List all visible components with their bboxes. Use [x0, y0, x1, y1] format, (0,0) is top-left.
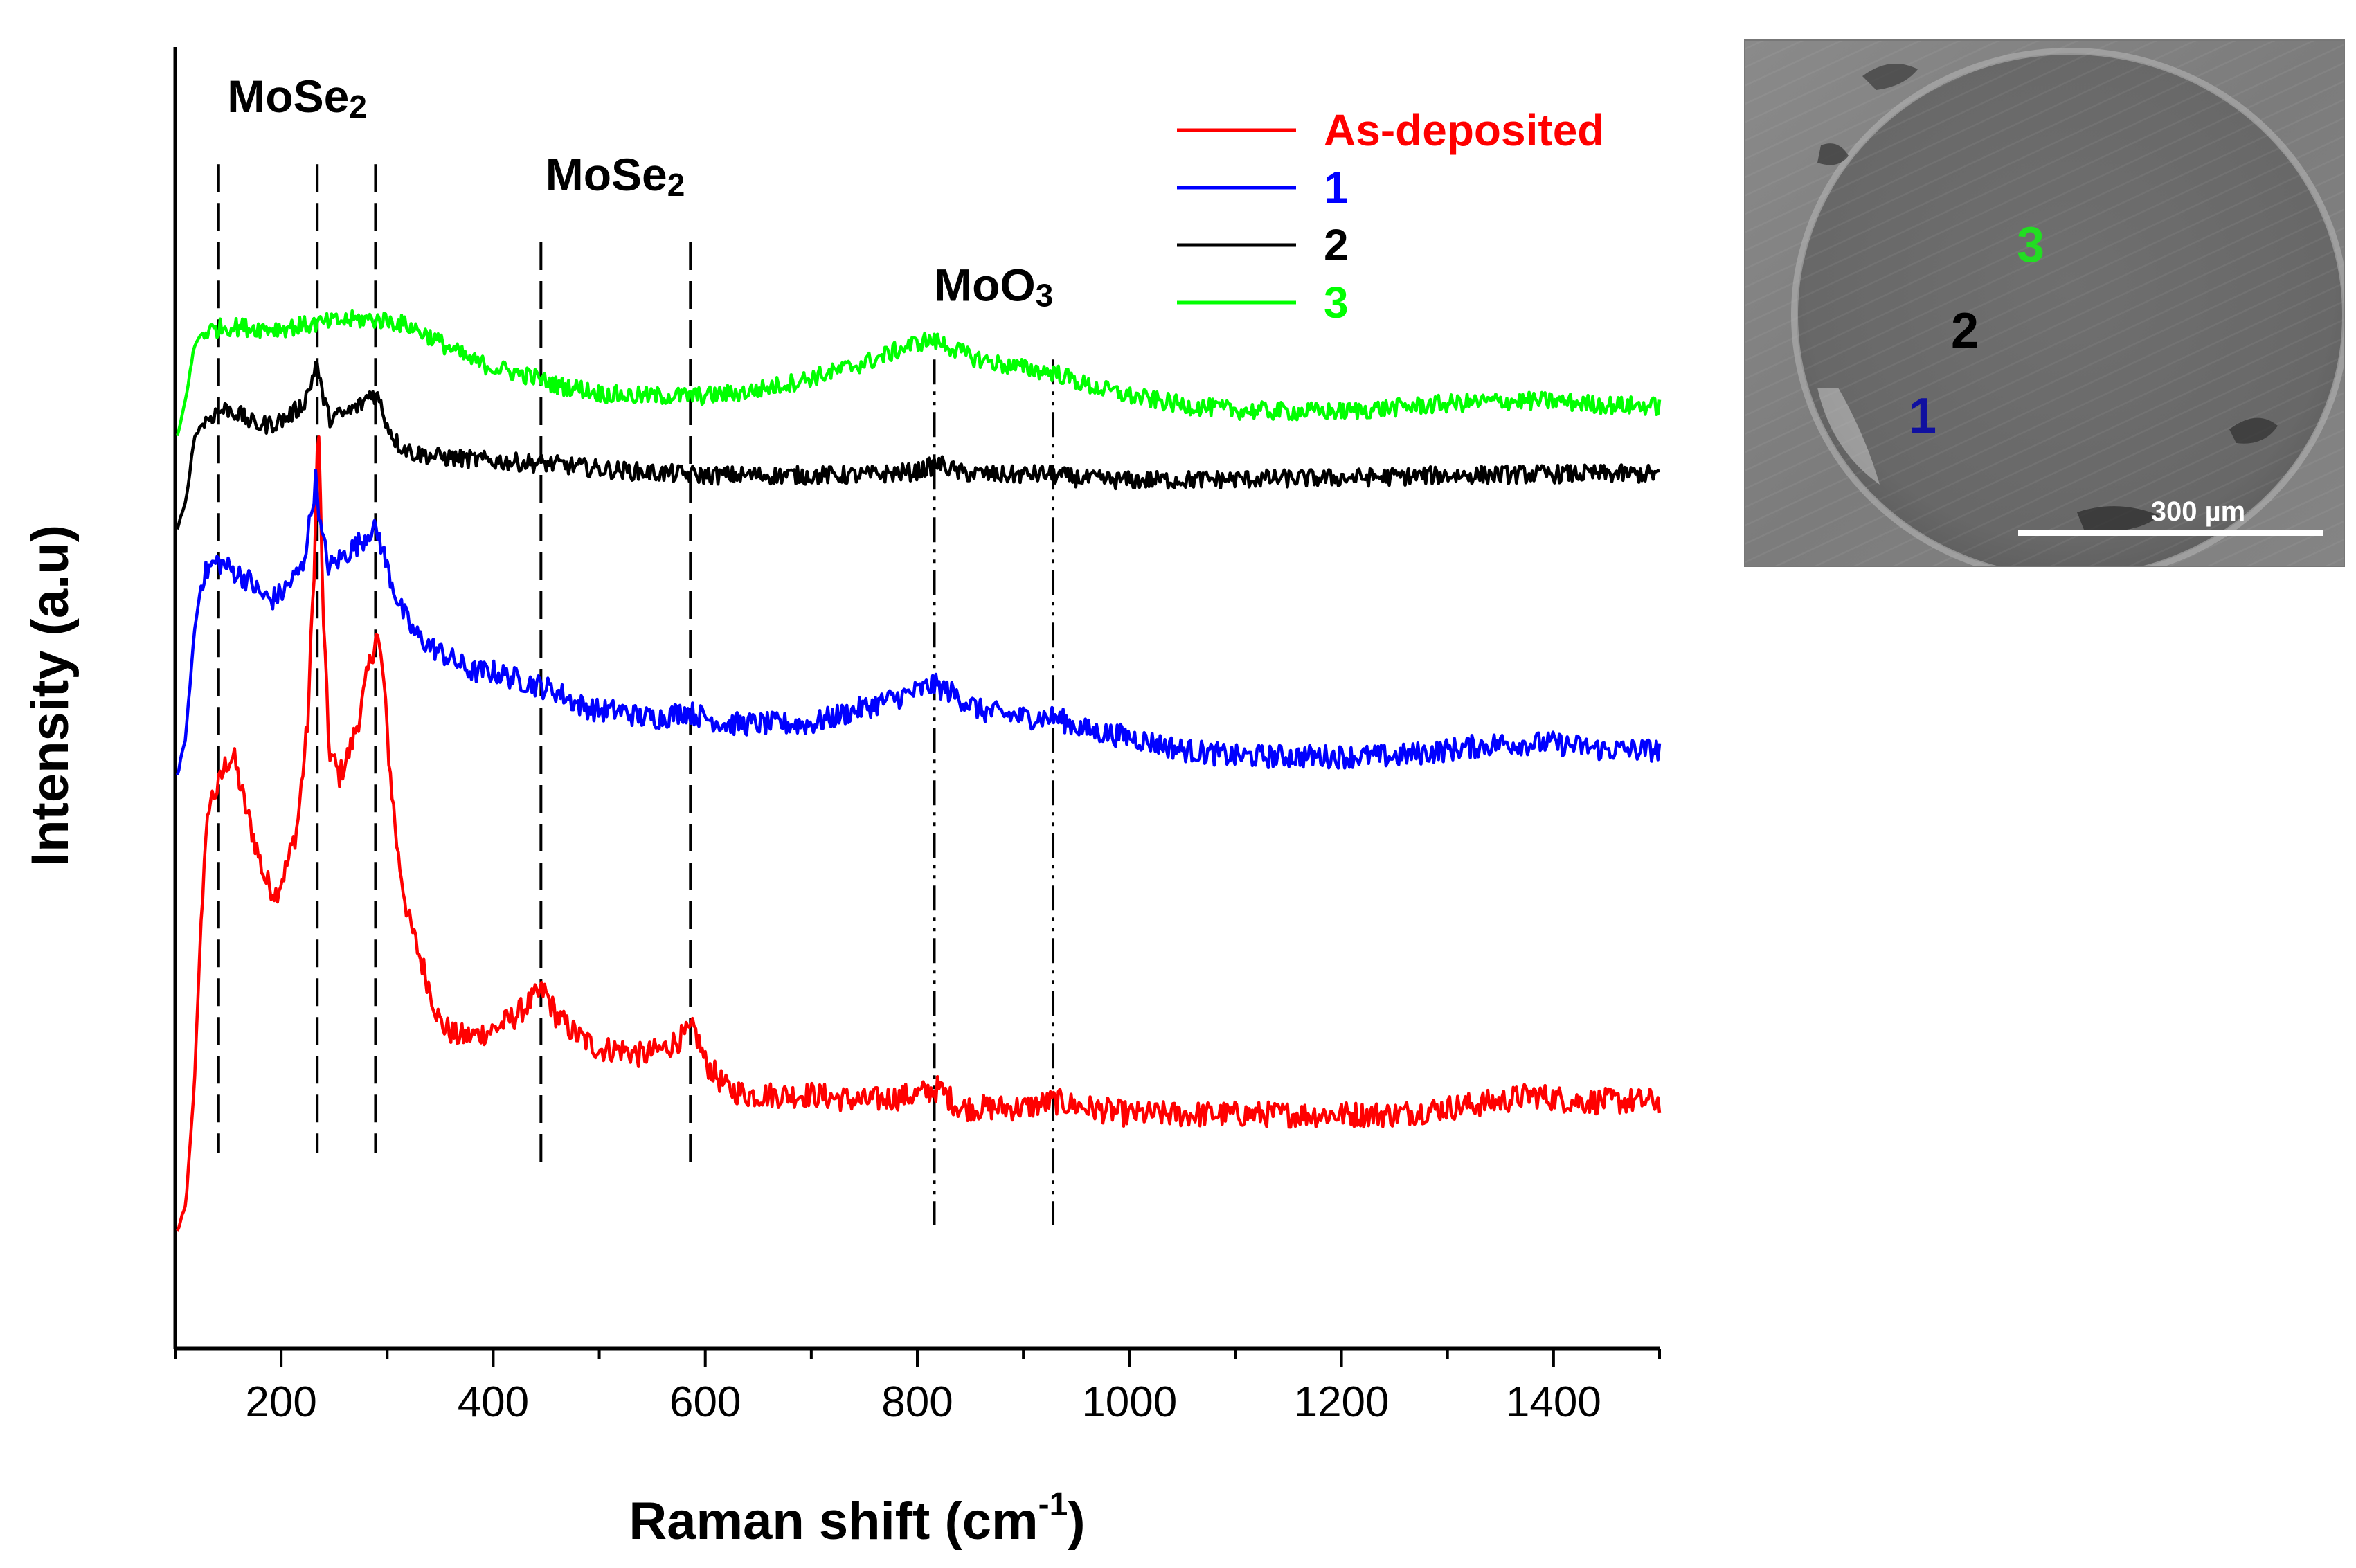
peak-label-base: MoSe [546, 149, 667, 200]
wear-bright-edge [1817, 388, 1880, 485]
debris-bottom [2077, 506, 2160, 532]
series-line-3 [175, 309, 1662, 437]
x-ticks: 200 400 600 800 1000 1200 1400 [174, 1349, 1661, 1426]
peak-label-base: MoO [934, 260, 1036, 311]
series-line-as-deposited [176, 435, 1662, 1232]
peak-label-subscript: 3 [1036, 278, 1054, 314]
x-tick-label: 400 [458, 1378, 529, 1426]
inset-frame [1744, 39, 2345, 567]
x-tick-label: 200 [245, 1378, 316, 1426]
peak-label-1: MoSe2 [227, 71, 367, 125]
legend: As-deposited 1 2 3 [1177, 105, 1604, 327]
debris-left [1817, 143, 1849, 165]
series-group [175, 309, 1662, 1232]
inset-marker-1: 1 [1909, 388, 1936, 444]
inset-micrograph: 1 2 3 300 µm [1744, 39, 2345, 567]
legend-label: 1 [1324, 163, 1349, 213]
debris-right [2229, 417, 2278, 444]
y-axis-title: Intensity (a.u) [21, 525, 80, 867]
debris-top [1862, 64, 1918, 90]
inset-marker-2: 2 [1951, 303, 1979, 359]
x-tick-label: 800 [881, 1378, 953, 1426]
x-axis-title: Raman shift (cm-1) [629, 1486, 1085, 1551]
x-tick-label: 1200 [1294, 1378, 1390, 1426]
legend-label: 3 [1324, 278, 1349, 327]
x-tick-label: 1000 [1081, 1378, 1177, 1426]
scale-bar-label: 300 µm [2151, 496, 2245, 527]
x-axis-title-close: ) [1068, 1492, 1085, 1551]
series-line-2 [175, 361, 1660, 530]
legend-label: 2 [1324, 220, 1349, 270]
wear-scar-rim [1791, 48, 2344, 566]
series-line-1 [175, 469, 1662, 775]
x-tick-label: 1400 [1506, 1378, 1601, 1426]
inset-marker-3: 3 [2017, 217, 2044, 273]
peak-label-3: MoO3 [934, 260, 1053, 314]
axes [173, 47, 1660, 1351]
peak-label-subscript: 2 [667, 167, 685, 203]
peak-label-subscript: 2 [349, 89, 367, 125]
peak-label-2: MoSe2 [546, 149, 685, 203]
x-axis-title-main: Raman shift (cm [629, 1492, 1038, 1551]
legend-label: As-deposited [1324, 105, 1604, 155]
x-axis-title-sup: -1 [1038, 1486, 1068, 1523]
peak-label-base: MoSe [227, 71, 349, 122]
x-tick-label: 600 [669, 1378, 741, 1426]
